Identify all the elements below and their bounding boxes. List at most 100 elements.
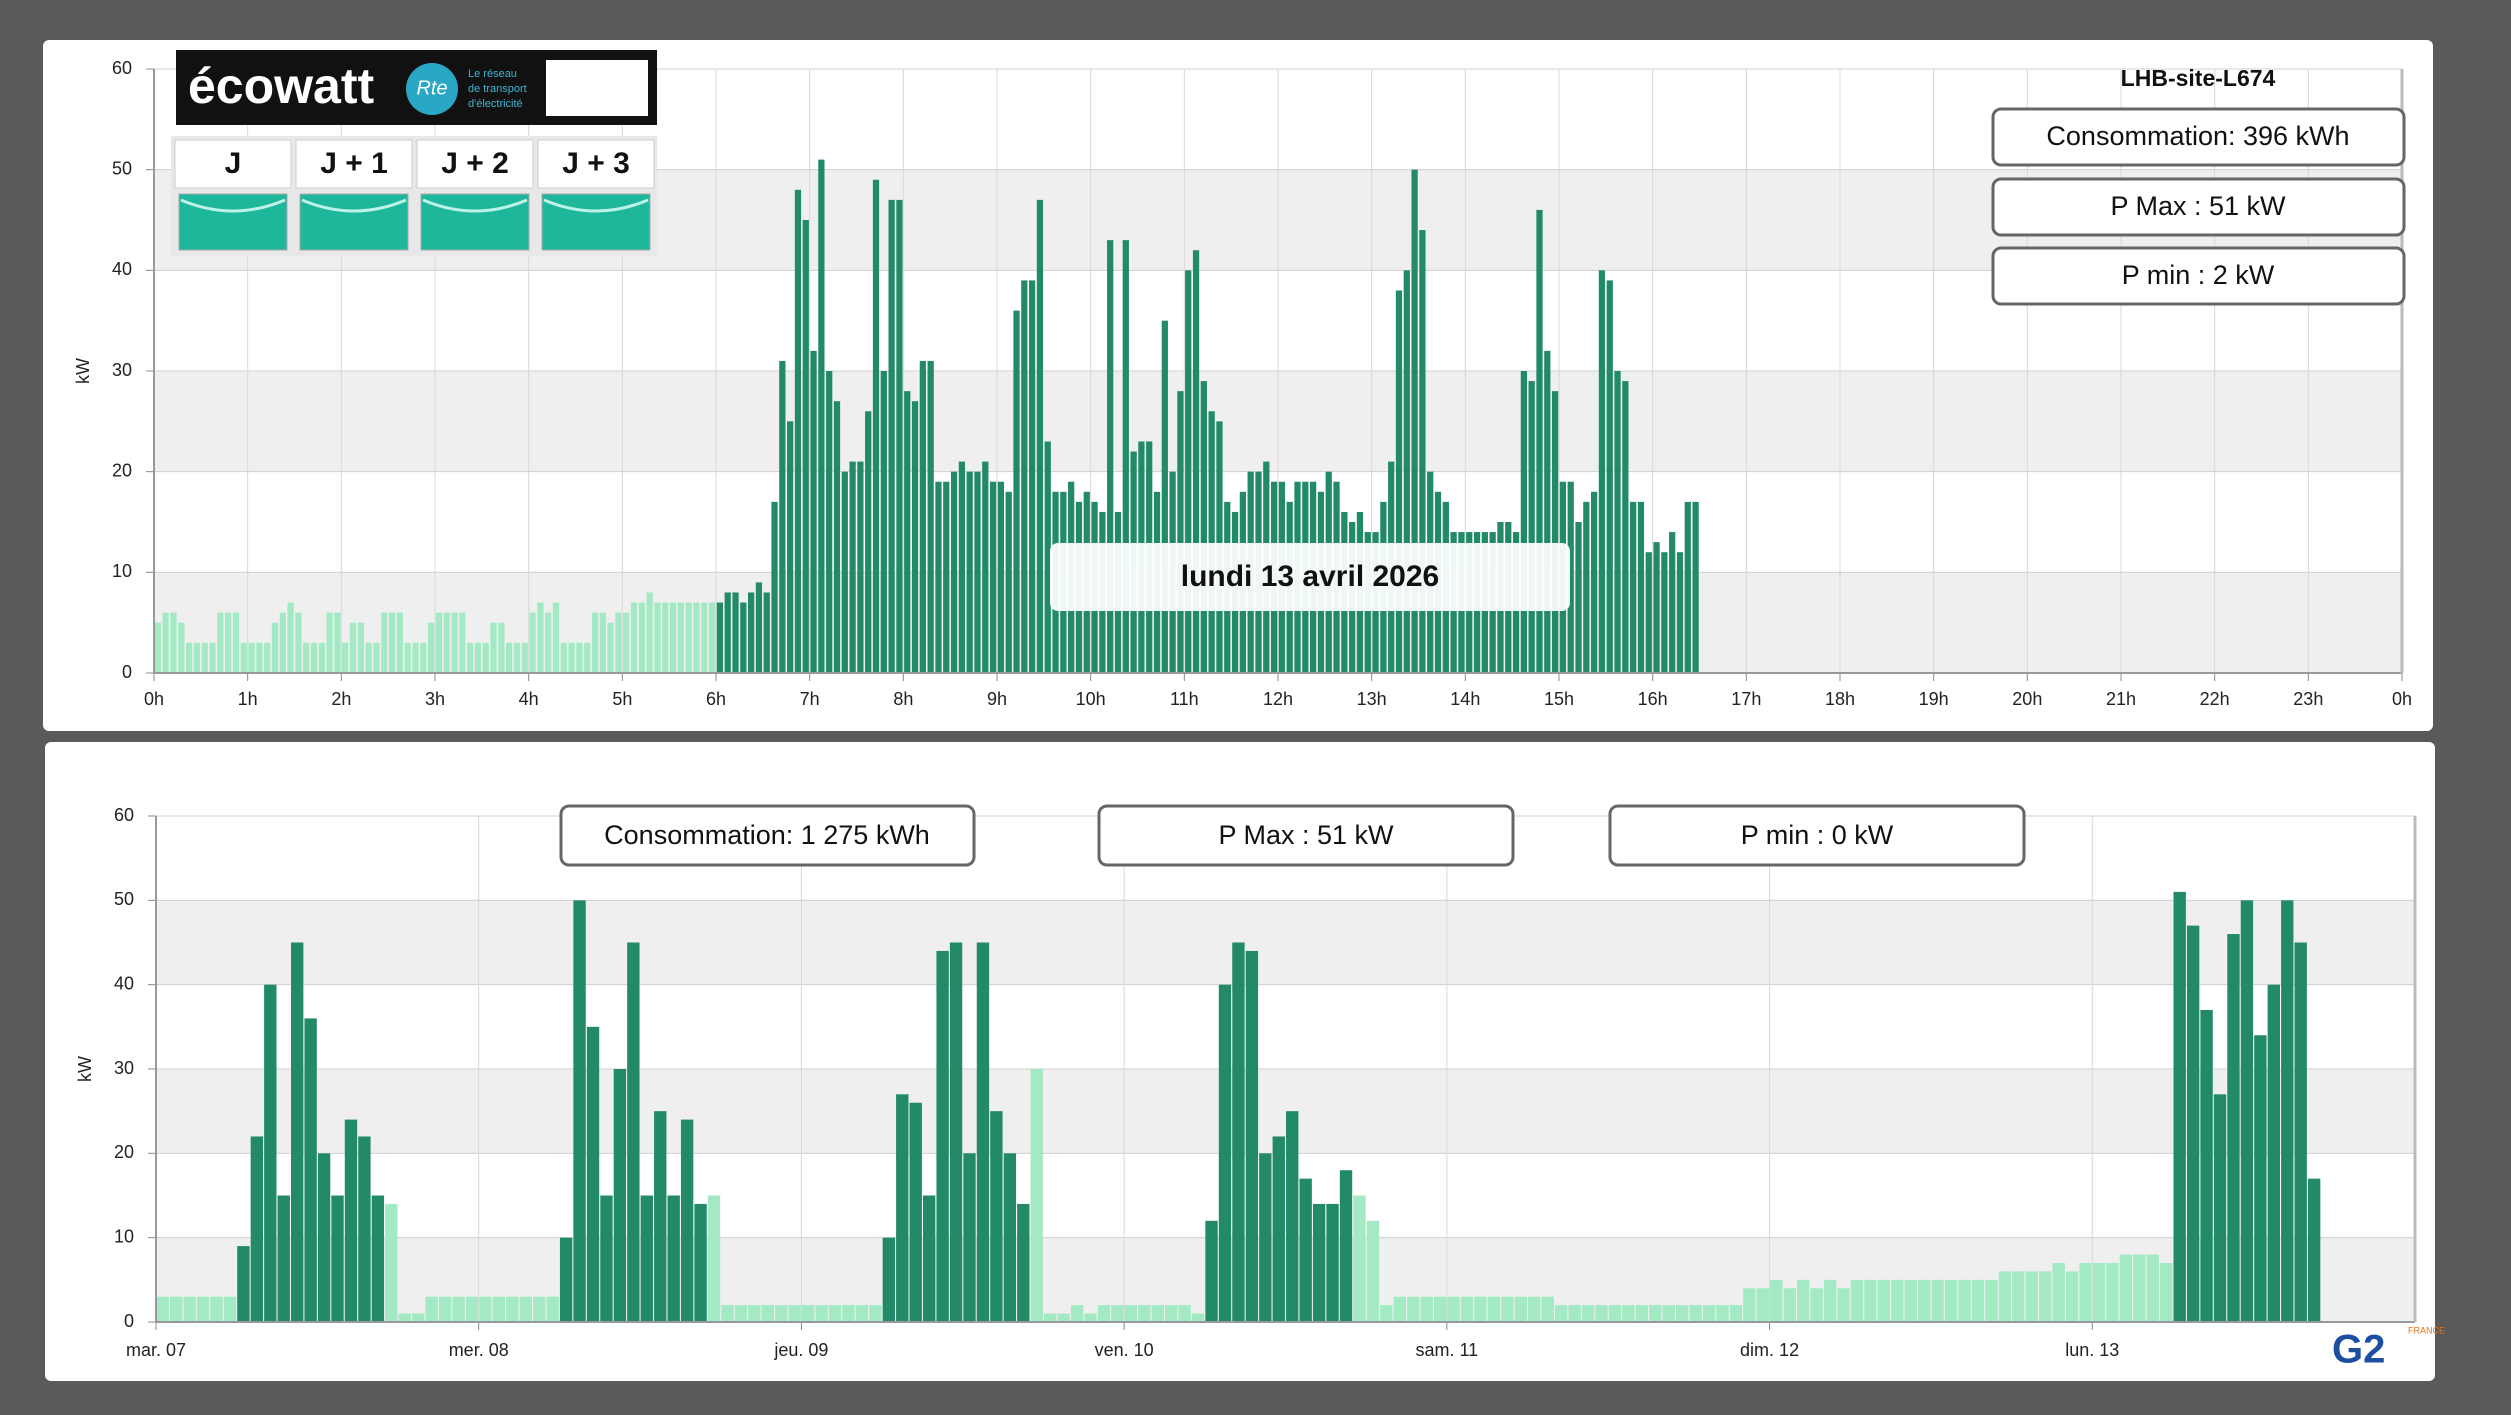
forecast-wave — [543, 198, 649, 213]
y-tick-label: 20 — [114, 1142, 134, 1162]
bar — [2254, 1035, 2267, 1322]
bar — [295, 612, 302, 673]
bar — [1003, 1153, 1017, 1322]
bar — [919, 360, 926, 673]
bar — [833, 401, 841, 673]
bar — [349, 622, 357, 673]
info-text: P Max : 51 kW — [2110, 191, 2286, 221]
bar — [794, 189, 802, 674]
gov-logo — [546, 60, 648, 116]
bar — [529, 612, 536, 673]
bar — [872, 179, 880, 673]
y-tick-label: 30 — [112, 360, 132, 380]
bar — [949, 942, 963, 1322]
bar — [802, 220, 809, 673]
bar — [1030, 1069, 1043, 1322]
bar — [519, 1296, 532, 1322]
bar — [935, 481, 942, 673]
bar — [1551, 391, 1559, 673]
bar — [1393, 1296, 1406, 1322]
bar — [452, 1296, 465, 1322]
bar — [465, 1296, 479, 1322]
bar — [1850, 1279, 1864, 1322]
bar — [1891, 1279, 1904, 1322]
bar — [1684, 501, 1691, 673]
bar — [989, 481, 997, 673]
bar — [1520, 371, 1527, 673]
grid-band — [156, 900, 2415, 985]
bar — [2146, 1254, 2159, 1322]
x-tick-label: 17h — [1731, 689, 1761, 709]
bar — [1178, 1305, 1191, 1322]
bar — [237, 1246, 250, 1322]
bar — [613, 1069, 627, 1322]
bar — [506, 1296, 519, 1322]
info-box: Consommation: 396 kWh — [1991, 107, 2406, 167]
bar — [707, 1195, 721, 1322]
bar — [1595, 1305, 1608, 1322]
y-tick-label: 10 — [114, 1226, 134, 1246]
x-tick-label: 13h — [1357, 689, 1387, 709]
g2-logo: G2 — [2332, 1328, 2385, 1372]
bar — [537, 602, 544, 673]
bar — [2092, 1262, 2106, 1322]
bar — [2200, 1009, 2213, 1322]
forecast-signal — [420, 193, 530, 251]
rte-tagline: Le réseau — [468, 68, 517, 80]
bar — [545, 612, 552, 673]
bar — [154, 622, 162, 673]
bar — [982, 461, 989, 673]
bar — [865, 411, 872, 673]
forecast-signal — [541, 193, 651, 251]
bar — [680, 1119, 694, 1322]
bar — [479, 1296, 492, 1322]
bar — [342, 642, 349, 673]
x-tick-label: 22h — [2200, 689, 2230, 709]
y-tick-label: 60 — [114, 805, 134, 825]
bar — [1259, 1153, 1272, 1322]
x-tick-label: 14h — [1450, 689, 1480, 709]
bar — [936, 950, 949, 1322]
bar — [1716, 1305, 1729, 1322]
x-tick-label: 3h — [425, 689, 445, 709]
bar — [451, 612, 458, 673]
bar — [1084, 1313, 1097, 1322]
bar — [398, 1313, 411, 1322]
bar — [818, 159, 825, 674]
bar — [427, 622, 435, 673]
ecowatt-widget: écowatt Rte Le réseau de transport d'éle… — [171, 50, 657, 256]
bar — [627, 942, 640, 1322]
bar — [1630, 501, 1637, 673]
x-tick-label: 9h — [987, 689, 1007, 709]
bar — [1021, 280, 1028, 673]
bar — [1567, 481, 1574, 673]
bar — [694, 1203, 707, 1322]
bar — [576, 642, 583, 673]
bar — [888, 199, 895, 673]
bar — [513, 642, 521, 673]
bar — [966, 471, 973, 673]
info-text: P Max : 51 kW — [1218, 820, 1394, 850]
bar — [2267, 984, 2280, 1322]
bar — [1637, 501, 1645, 673]
bar — [2213, 1094, 2227, 1322]
bar — [1474, 1296, 1487, 1322]
bar — [1649, 1305, 1662, 1322]
bar — [371, 1195, 385, 1322]
bar — [210, 1296, 223, 1322]
x-tick-label: 11h — [1170, 689, 1199, 709]
bar — [630, 602, 638, 673]
bar — [1661, 552, 1668, 673]
bar — [1536, 209, 1543, 673]
bar — [1232, 942, 1245, 1322]
bar — [482, 642, 489, 673]
bar — [560, 642, 567, 673]
bar — [1200, 381, 1207, 673]
forecast-cell — [174, 139, 292, 189]
grid-band — [156, 1069, 2415, 1154]
bar — [1447, 1296, 1460, 1322]
y-tick-label: 0 — [124, 1311, 134, 1331]
bar — [2133, 1254, 2146, 1322]
info-text: Consommation: 396 kWh — [2046, 121, 2349, 151]
